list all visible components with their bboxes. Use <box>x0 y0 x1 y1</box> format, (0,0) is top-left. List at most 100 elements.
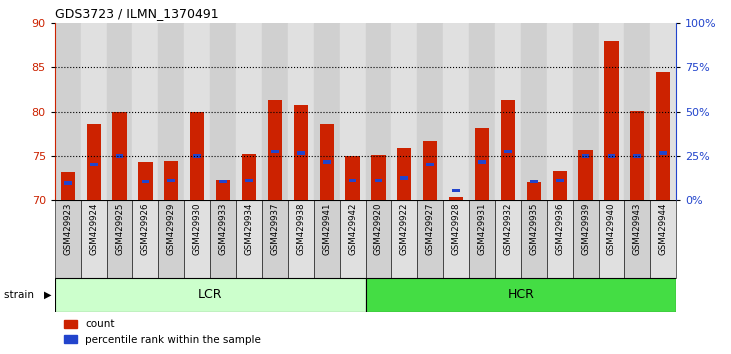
Bar <box>520 23 547 200</box>
Bar <box>340 23 366 200</box>
Bar <box>142 180 149 183</box>
Text: GSM429925: GSM429925 <box>115 202 124 255</box>
Text: LCR: LCR <box>198 288 222 301</box>
Bar <box>242 154 256 200</box>
Bar <box>371 155 385 200</box>
Text: GSM429935: GSM429935 <box>529 202 538 255</box>
Bar <box>159 200 184 278</box>
Bar <box>607 154 616 158</box>
Bar <box>107 23 132 200</box>
Bar <box>164 161 178 200</box>
Text: strain: strain <box>4 290 37 300</box>
Bar <box>159 23 184 200</box>
Bar <box>55 200 80 278</box>
Bar <box>132 23 159 200</box>
Bar <box>107 200 132 278</box>
Bar <box>526 182 541 200</box>
Bar <box>314 23 340 200</box>
Bar <box>475 129 489 200</box>
Bar <box>391 23 417 200</box>
Bar <box>391 200 417 278</box>
Bar <box>190 112 205 200</box>
Text: GSM429944: GSM429944 <box>659 202 667 255</box>
Bar <box>521 200 547 278</box>
Bar <box>340 200 366 278</box>
Bar <box>193 154 201 158</box>
Bar <box>294 105 308 200</box>
Bar <box>452 189 460 192</box>
Text: HCR: HCR <box>507 288 534 301</box>
Bar <box>219 180 227 183</box>
Bar <box>268 100 282 200</box>
Bar <box>216 180 230 200</box>
Bar <box>443 200 469 278</box>
Text: GDS3723 / ILMN_1370491: GDS3723 / ILMN_1370491 <box>55 7 219 21</box>
Bar <box>323 160 330 164</box>
Text: ▶: ▶ <box>44 290 51 300</box>
Bar <box>167 179 175 182</box>
Bar <box>624 23 651 200</box>
Bar <box>547 23 572 200</box>
Bar <box>319 124 334 200</box>
Bar <box>55 23 80 200</box>
Bar <box>651 23 676 200</box>
Bar <box>245 179 253 182</box>
Bar <box>469 200 495 278</box>
Bar <box>211 200 236 278</box>
Bar <box>184 23 210 200</box>
Bar <box>501 100 515 200</box>
Bar <box>80 23 107 200</box>
Bar <box>132 200 159 278</box>
Bar <box>55 278 366 312</box>
Text: GSM429933: GSM429933 <box>219 202 227 255</box>
Bar <box>599 200 624 278</box>
Bar <box>634 154 641 158</box>
Text: GSM429942: GSM429942 <box>348 202 357 255</box>
Text: GSM429924: GSM429924 <box>89 202 98 255</box>
Bar <box>210 23 236 200</box>
Text: GSM429931: GSM429931 <box>477 202 487 255</box>
Text: GSM429922: GSM429922 <box>400 202 409 255</box>
Bar <box>90 163 97 166</box>
Bar <box>426 163 434 166</box>
Text: GSM429926: GSM429926 <box>141 202 150 255</box>
Text: GSM429927: GSM429927 <box>425 202 435 255</box>
Bar <box>547 200 572 278</box>
Text: GSM429923: GSM429923 <box>64 202 72 255</box>
Bar <box>572 23 599 200</box>
Bar <box>504 149 512 153</box>
Bar <box>374 179 382 182</box>
Bar <box>61 172 75 200</box>
Legend: count, percentile rank within the sample: count, percentile rank within the sample <box>60 315 265 349</box>
Bar <box>401 176 408 180</box>
Text: GSM429943: GSM429943 <box>633 202 642 255</box>
Bar <box>236 200 262 278</box>
Text: GSM429939: GSM429939 <box>581 202 590 255</box>
Text: GSM429930: GSM429930 <box>193 202 202 255</box>
Text: GSM429938: GSM429938 <box>296 202 306 255</box>
Bar <box>113 112 126 200</box>
Bar <box>366 200 391 278</box>
Bar <box>262 23 288 200</box>
Bar <box>443 23 469 200</box>
Bar <box>297 152 305 155</box>
Bar <box>530 180 538 183</box>
Bar <box>346 156 360 200</box>
Bar <box>86 124 101 200</box>
Bar <box>624 200 651 278</box>
Bar <box>64 181 72 185</box>
Text: GSM429934: GSM429934 <box>244 202 254 255</box>
Bar <box>262 200 288 278</box>
Bar <box>449 198 463 200</box>
Bar <box>578 150 593 200</box>
Bar <box>314 200 340 278</box>
Bar <box>138 162 153 200</box>
Bar <box>469 23 495 200</box>
Bar <box>397 148 412 200</box>
Bar <box>423 141 437 200</box>
Bar <box>366 278 676 312</box>
Bar <box>630 111 645 200</box>
Bar <box>659 152 667 155</box>
Text: GSM429932: GSM429932 <box>504 202 512 255</box>
Bar <box>572 200 599 278</box>
